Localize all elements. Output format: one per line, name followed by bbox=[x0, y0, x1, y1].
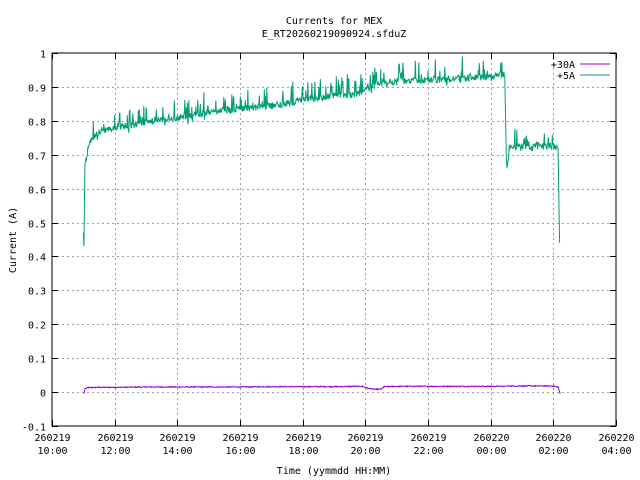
chart-subtitle: E_RT20260219090924.sfduZ bbox=[262, 29, 407, 40]
x-tick-label-time: 00:00 bbox=[476, 446, 506, 457]
y-axis-label: Current (A) bbox=[8, 207, 19, 273]
y-tick-label: 0 bbox=[40, 389, 46, 400]
x-tick-label-date: 260219 bbox=[285, 433, 321, 444]
x-tick-label-time: 14:00 bbox=[162, 446, 192, 457]
legend-label: +30A bbox=[551, 60, 575, 71]
series-line-plus-30a bbox=[83, 383, 561, 394]
x-tick-label-date: 260219 bbox=[347, 433, 383, 444]
x-axis-label: Time (yymmdd HH:MM) bbox=[277, 466, 391, 477]
x-tick-label-time: 02:00 bbox=[538, 446, 568, 457]
y-tick-label: 0.8 bbox=[28, 118, 46, 129]
y-tick-label: 1 bbox=[40, 50, 46, 61]
y-tick-label: 0.7 bbox=[28, 152, 46, 163]
grid-lines bbox=[52, 53, 616, 426]
y-tick-label: 0.1 bbox=[28, 355, 46, 366]
y-tick-label: -0.1 bbox=[22, 423, 46, 434]
x-tick-label-date: 260219 bbox=[410, 433, 446, 444]
y-tick-label: 0.6 bbox=[28, 186, 46, 197]
plot-frame bbox=[51, 52, 617, 427]
y-tick-label: 0.2 bbox=[28, 321, 46, 332]
x-tick-label-date: 260220 bbox=[473, 433, 509, 444]
x-tick-label-date: 260220 bbox=[598, 433, 634, 444]
y-tick-label: 0.3 bbox=[28, 287, 46, 298]
chart-title: Currents for MEX bbox=[286, 16, 382, 27]
legend-label: +5A bbox=[557, 71, 575, 82]
x-tick-label-time: 12:00 bbox=[100, 446, 130, 457]
series-lines bbox=[82, 56, 561, 394]
x-tick-label-date: 260219 bbox=[34, 433, 70, 444]
x-tick-label-time: 22:00 bbox=[413, 446, 443, 457]
series-line-plus-5a bbox=[82, 56, 561, 247]
x-axis-ticks: 260219 10:00 260219 12:00 260219 14:00 260219 1… bbox=[34, 53, 635, 457]
x-tick-label-date: 260219 bbox=[159, 433, 195, 444]
x-tick-label-time: 18:00 bbox=[288, 446, 318, 457]
legend: +30A+5A bbox=[551, 60, 610, 82]
y-tick-label: 0.5 bbox=[28, 220, 46, 231]
x-tick-label-time: 16:00 bbox=[225, 446, 255, 457]
y-tick-label: 0.9 bbox=[28, 84, 46, 95]
x-tick-label-date: 260219 bbox=[222, 433, 258, 444]
x-tick-label-time: 20:00 bbox=[350, 446, 380, 457]
x-tick-label-time: 10:00 bbox=[37, 446, 67, 457]
y-tick-label: 0.4 bbox=[28, 253, 46, 264]
x-tick-label-time: 04:00 bbox=[601, 446, 631, 457]
x-tick-label-date: 260219 bbox=[97, 433, 133, 444]
x-tick-label-date: 260220 bbox=[535, 433, 571, 444]
y-axis-ticks: -0.1 0 0.1 0.2 0.3 0.4 0.5 0.6 0.7 0.8 0.9 1 bbox=[22, 50, 616, 434]
